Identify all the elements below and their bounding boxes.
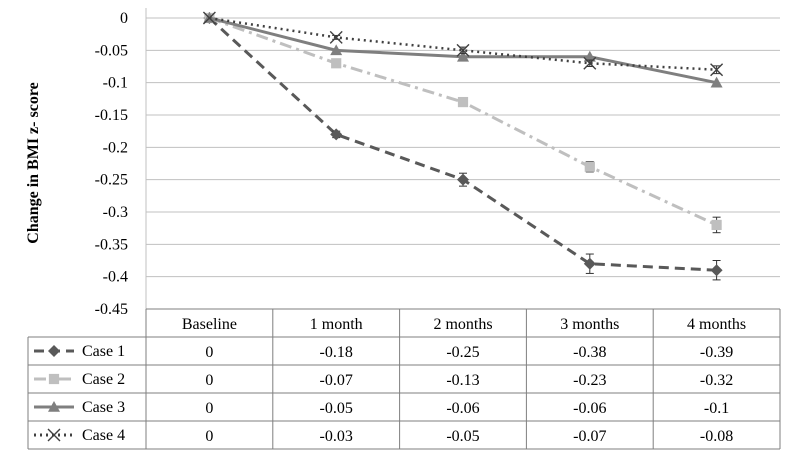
data-label: -0.1 bbox=[704, 400, 729, 417]
y-tick-label: -0.15 bbox=[95, 107, 128, 124]
data-point bbox=[329, 30, 343, 44]
data-point bbox=[583, 50, 596, 62]
y-tick-label: 0 bbox=[120, 10, 128, 27]
legend-key-marker bbox=[48, 345, 60, 357]
y-tick-label: -0.25 bbox=[95, 172, 128, 189]
data-point bbox=[710, 264, 723, 277]
data-point bbox=[710, 63, 724, 77]
marker-x-stroke bbox=[47, 428, 61, 442]
data-label: -0.06 bbox=[446, 400, 479, 417]
data-point bbox=[330, 44, 343, 56]
data-label: -0.08 bbox=[700, 428, 733, 445]
y-tick-label: -0.2 bbox=[103, 139, 128, 156]
legend-entry-label: Case 1 bbox=[82, 343, 125, 360]
x-tick-label: Baseline bbox=[182, 316, 237, 333]
marker-x-stroke bbox=[710, 63, 724, 77]
y-tick-label: -0.05 bbox=[95, 42, 128, 59]
data-label: -0.39 bbox=[700, 344, 733, 361]
data-label: -0.06 bbox=[573, 400, 606, 417]
data-point bbox=[457, 173, 469, 186]
data-label: -0.05 bbox=[320, 400, 353, 417]
data-label: 0 bbox=[205, 428, 213, 445]
series-lines bbox=[202, 11, 724, 281]
data-label: -0.38 bbox=[573, 344, 606, 361]
data-point bbox=[330, 128, 343, 141]
legend-entry-label: Case 3 bbox=[82, 399, 125, 416]
marker-x-stroke bbox=[202, 11, 216, 25]
data-point bbox=[711, 219, 722, 231]
legend-entry-label: Case 2 bbox=[82, 371, 125, 388]
data-label: -0.07 bbox=[320, 372, 353, 389]
data-label: -0.05 bbox=[446, 428, 479, 445]
legend-key-marker bbox=[48, 401, 60, 412]
data-label: -0.07 bbox=[573, 428, 606, 445]
x-tick-label: 2 months bbox=[433, 316, 492, 333]
y-axis-tick-labels: 0 -0.05 -0.1 -0.15 -0.2 -0.25 -0.3 -0.35 -0.4 -0.… bbox=[95, 10, 128, 318]
data-label: -0.18 bbox=[320, 344, 353, 361]
series-line bbox=[209, 16, 717, 71]
data-point bbox=[584, 161, 595, 172]
y-tick-label: -0.4 bbox=[103, 269, 128, 286]
data-point bbox=[583, 56, 597, 70]
data-point bbox=[331, 58, 342, 69]
y-tick-label: -0.35 bbox=[95, 236, 128, 253]
x-tick-label: 4 months bbox=[687, 316, 746, 333]
data-label: 0 bbox=[205, 344, 213, 361]
series-case-1 bbox=[203, 12, 723, 281]
data-point bbox=[457, 50, 469, 62]
marker-x-stroke bbox=[583, 56, 597, 70]
data-table: Baseline 1 month 2 months 3 months 4 months C… bbox=[27, 308, 781, 450]
data-point bbox=[202, 11, 216, 25]
legend-key-marker bbox=[47, 428, 61, 442]
y-tick-label: -0.1 bbox=[103, 75, 128, 92]
data-label: -0.03 bbox=[320, 428, 353, 445]
y-tick-label: -0.45 bbox=[95, 301, 128, 318]
legend-key-marker bbox=[48, 373, 60, 385]
series-case-2 bbox=[204, 12, 722, 234]
data-label: -0.13 bbox=[446, 372, 479, 389]
data-label: 0 bbox=[205, 372, 213, 389]
data-label: -0.23 bbox=[573, 372, 606, 389]
data-label: 0 bbox=[205, 400, 213, 417]
data-point bbox=[456, 43, 470, 57]
data-label: -0.25 bbox=[446, 344, 479, 361]
x-tick-label: 1 month bbox=[310, 316, 363, 333]
data-point bbox=[710, 76, 723, 88]
data-point bbox=[583, 257, 596, 270]
series-case-4 bbox=[202, 11, 724, 77]
data-point bbox=[457, 96, 469, 108]
x-tick-label: 3 months bbox=[560, 316, 619, 333]
y-tick-label: -0.3 bbox=[103, 204, 128, 221]
data-label: -0.32 bbox=[700, 372, 733, 389]
legend-entry-label: Case 4 bbox=[82, 427, 125, 444]
marker-x-stroke bbox=[329, 30, 343, 44]
marker-x-stroke bbox=[456, 43, 470, 57]
y-axis-label: Change in BMI z- score bbox=[25, 82, 42, 243]
